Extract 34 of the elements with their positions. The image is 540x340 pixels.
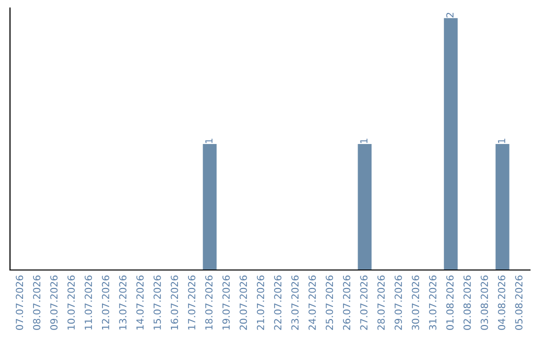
data-label: 1 (498, 138, 506, 143)
x-tick-label: 17.07.2026 (188, 275, 196, 330)
x-tick-label: 25.07.2026 (326, 275, 334, 330)
x-tick-label: 29.07.2026 (394, 275, 402, 330)
x-tick-label: 05.08.2026 (515, 275, 522, 330)
x-tick-label: 22.07.2026 (274, 275, 282, 330)
x-tick-label: 24.07.2026 (308, 275, 316, 330)
x-tick-label: 30.07.2026 (412, 275, 420, 330)
x-tick-label: 21.07.2026 (256, 275, 264, 330)
x-tick-label: 26.07.2026 (342, 275, 350, 330)
x-tick-label: 03.08.2026 (480, 275, 488, 330)
x-tick-label: 18.07.2026 (205, 275, 213, 330)
x-tick-label: 15.07.2026 (154, 275, 161, 330)
data-label: 1 (360, 138, 368, 143)
x-tick-label: 04.08.2026 (498, 275, 506, 330)
x-tick-label: 27.07.2026 (360, 275, 368, 330)
data-label: 1 (205, 138, 212, 143)
x-tick-label: 23.07.2026 (291, 275, 299, 330)
x-tick-label: 31.07.2026 (429, 275, 436, 330)
x-tick-label: 13.07.2026 (119, 275, 126, 330)
x-tick-label: 14.07.2026 (136, 275, 144, 330)
x-tick-label: 16.07.2026 (170, 275, 178, 330)
x-tick-label: 12.07.2026 (102, 275, 110, 330)
x-tick-label: 07.07.2026 (16, 275, 24, 330)
data-label: 2 (446, 12, 454, 18)
x-tick-label: 20.07.2026 (240, 275, 247, 330)
x-tick-label: 11.07.2026 (84, 275, 92, 330)
x-tick-label: 09.07.2026 (50, 275, 58, 330)
x-tick-label: 10.07.2026 (67, 275, 75, 330)
x-tick-label: 02.08.2026 (463, 275, 471, 330)
x-tick-label: 28.07.2026 (377, 275, 385, 330)
x-tick-label: 19.07.2026 (222, 275, 230, 330)
x-tick-label: 08.07.2026 (33, 275, 40, 330)
x-tick-label: 01.08.2026 (446, 275, 454, 330)
